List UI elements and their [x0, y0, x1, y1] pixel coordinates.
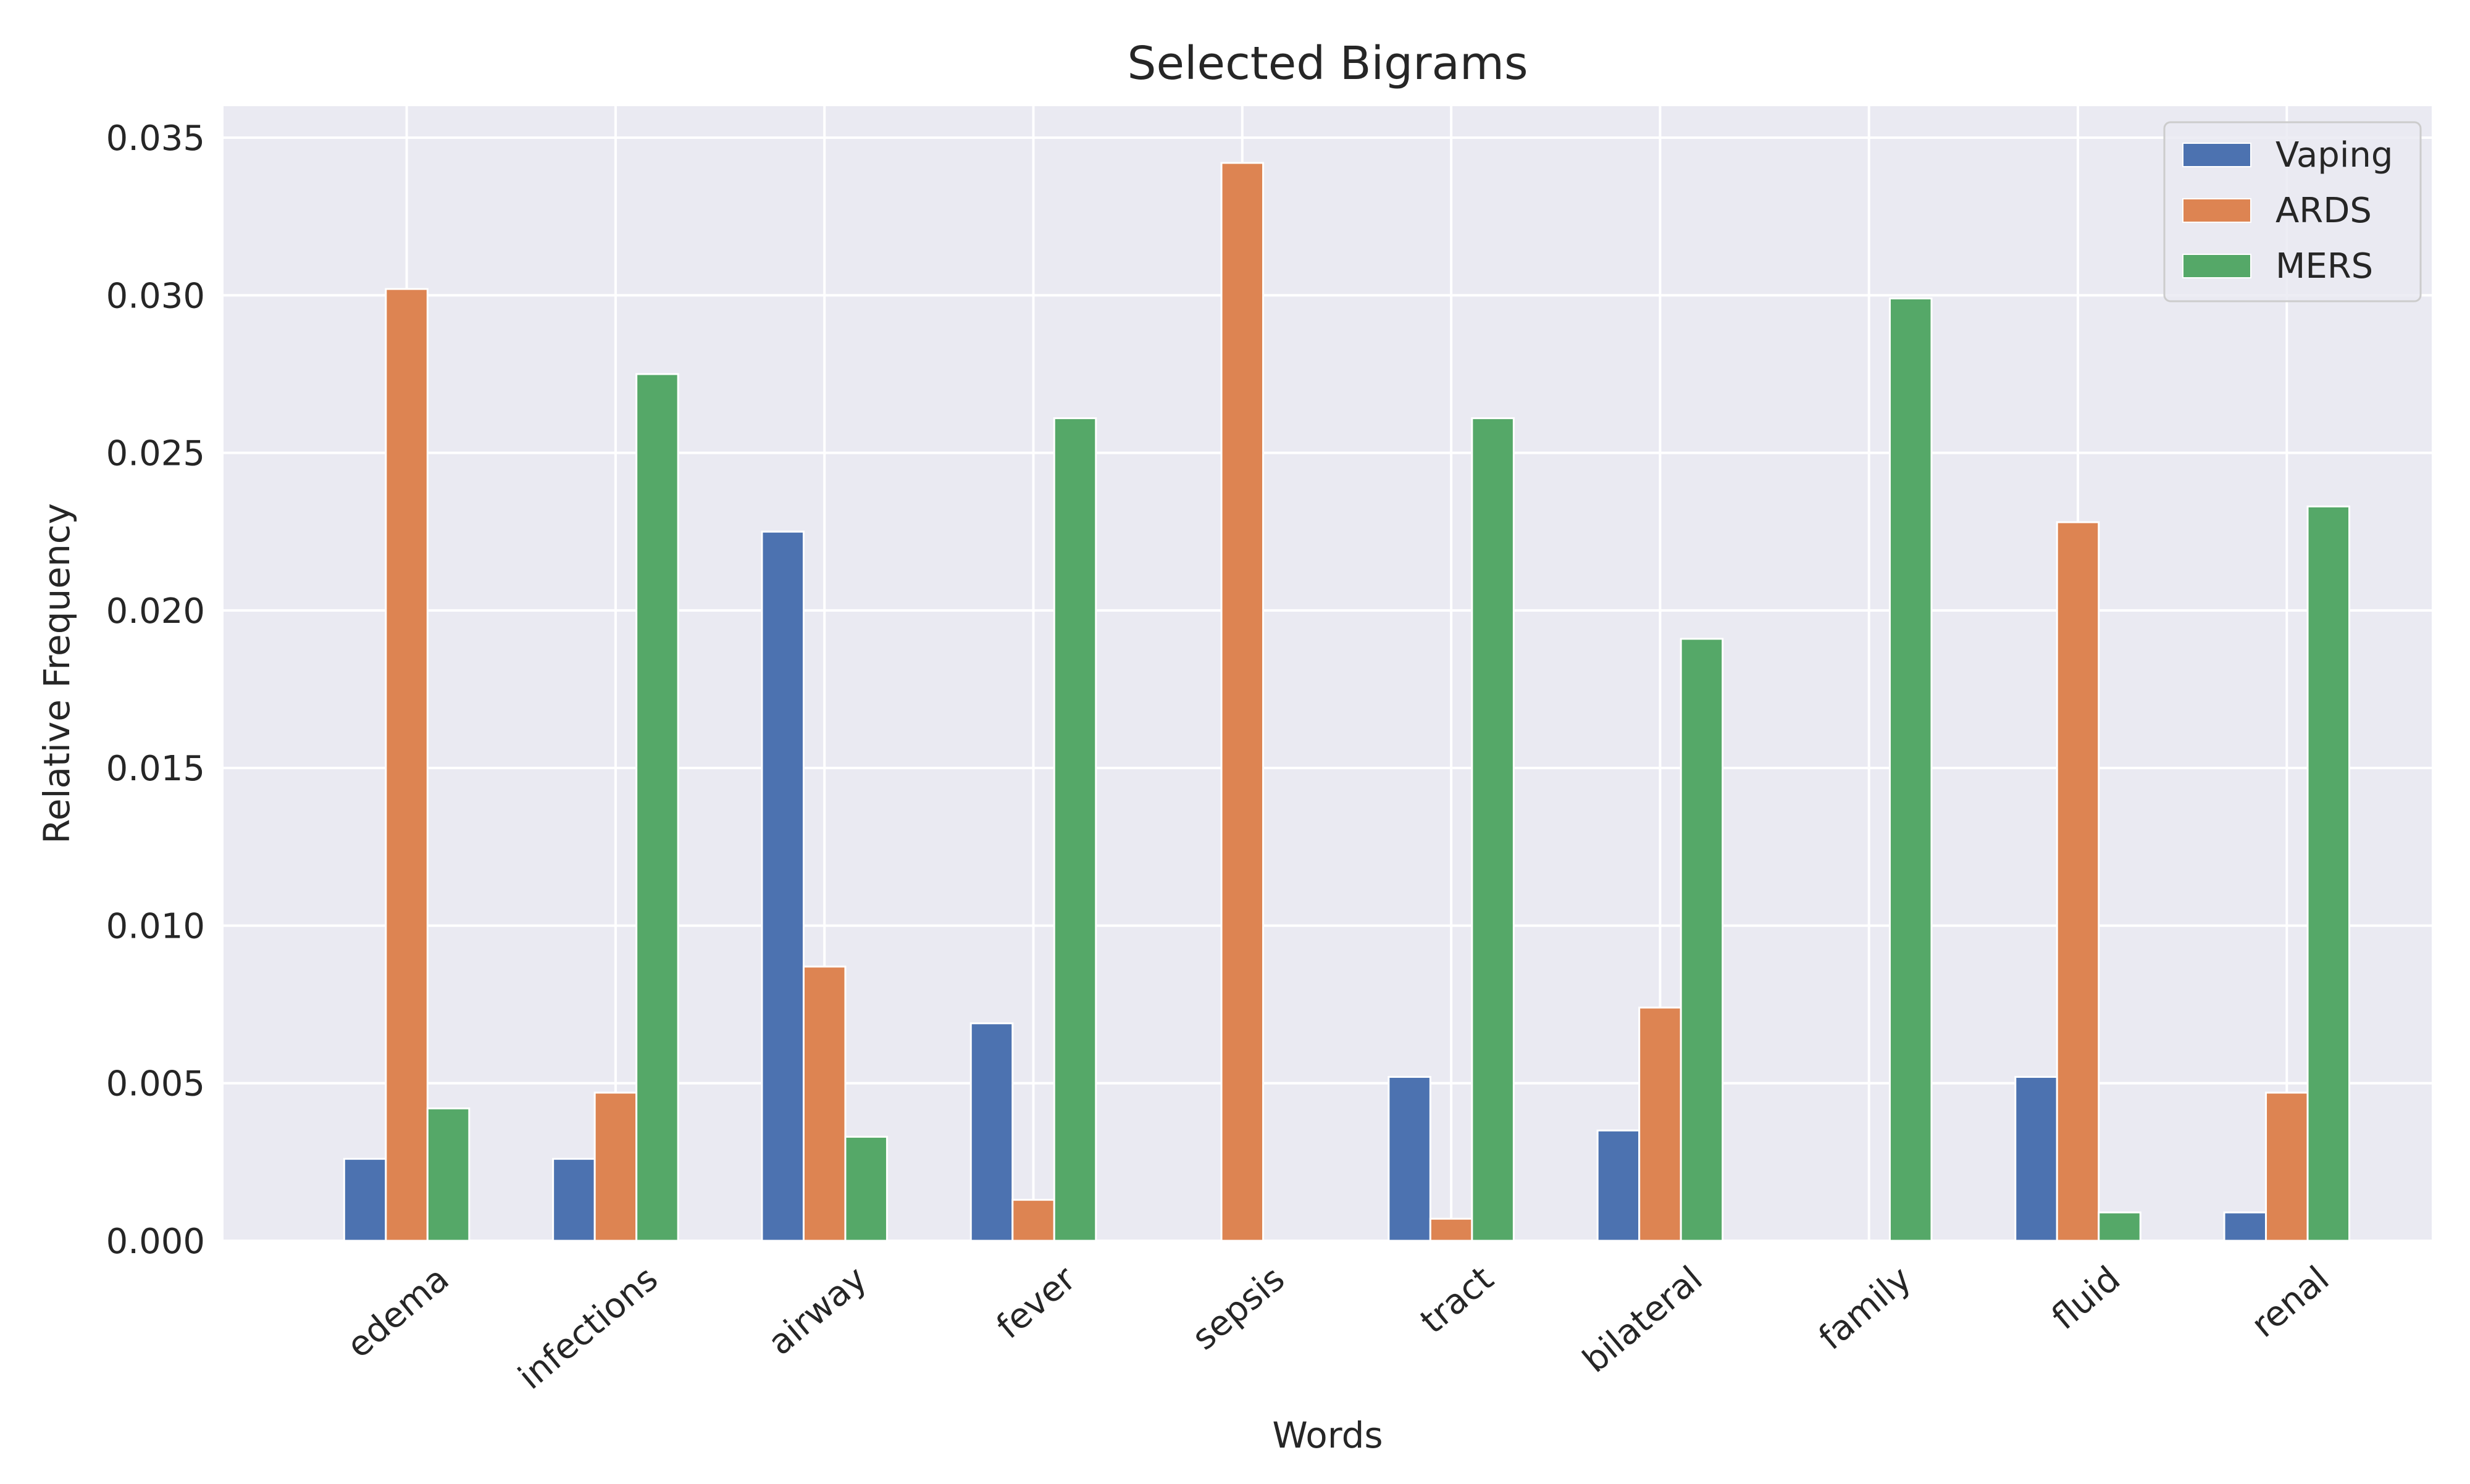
legend-label-ards: ARDS — [2275, 191, 2372, 231]
x-tick-label: bilateral — [1575, 1259, 1710, 1381]
bar-ards-renal — [2265, 1091, 2309, 1242]
bar-ards-fluid — [2056, 521, 2100, 1242]
bar-mers-fever — [1053, 417, 1097, 1242]
y-tick-label: 0.030 — [106, 276, 205, 316]
x-tick-label: edema — [340, 1259, 457, 1366]
x-tick-label: infections — [511, 1259, 665, 1398]
y-tick-label: 0.025 — [106, 434, 205, 474]
y-axis-tick-labels: 0.000 0.005 0.010 0.015 0.020 0.025 0.030 0.035 — [106, 119, 205, 1262]
bar-vaping-bilateral — [1596, 1129, 1641, 1242]
x-axis-tick-labels: edema infections airway fever sepsis tract bil… — [340, 1258, 2337, 1398]
bar-vaping-tract — [1388, 1076, 1431, 1242]
bar-mers-airway — [844, 1136, 888, 1242]
x-axis-label: Words — [1272, 1414, 1383, 1456]
bar-mers-family — [1888, 297, 1933, 1242]
plot-area — [224, 106, 2432, 1241]
bar-ards-infections — [593, 1091, 638, 1242]
legend-swatch-mers — [2182, 254, 2251, 278]
bar-ards-edema — [385, 288, 429, 1242]
y-tick-label: 0.005 — [106, 1064, 205, 1104]
bar-mers-renal — [2306, 505, 2351, 1242]
bar-ards-airway — [802, 965, 847, 1242]
chart-title: Selected Bigrams — [1127, 37, 1528, 90]
x-tick-label: fever — [989, 1258, 1084, 1346]
legend-label-vaping: Vaping — [2275, 135, 2393, 175]
legend-swatch-vaping — [2182, 143, 2251, 167]
bar-vaping-infections — [552, 1157, 596, 1242]
bar-ards-tract — [1429, 1217, 1473, 1242]
bar-ards-fever — [1011, 1199, 1055, 1242]
y-tick-label: 0.020 — [106, 591, 205, 632]
bars — [343, 162, 2351, 1242]
bar-mers-tract — [1471, 417, 1515, 1242]
bar-vaping-renal — [2223, 1211, 2267, 1242]
bar-vaping-fluid — [2014, 1076, 2058, 1242]
x-tick-label: sepsis — [1184, 1259, 1292, 1358]
bar-mers-bilateral — [1680, 638, 1724, 1242]
x-tick-label: tract — [1413, 1259, 1501, 1342]
bar-vaping-airway — [761, 530, 805, 1242]
bar-mers-infections — [635, 373, 679, 1242]
y-tick-label: 0.015 — [106, 749, 205, 789]
x-tick-label: airway — [761, 1259, 874, 1363]
x-tick-label: renal — [2244, 1259, 2337, 1346]
bar-ards-bilateral — [1638, 1006, 1682, 1242]
y-tick-label: 0.010 — [106, 906, 205, 946]
bar-vaping-edema — [343, 1157, 387, 1242]
x-tick-label: fluid — [2045, 1259, 2128, 1338]
x-tick-label: family — [1812, 1259, 1919, 1358]
y-tick-label: 0.035 — [106, 119, 205, 159]
y-axis-label: Relative Frequency — [36, 503, 78, 844]
bar-mers-fluid — [2098, 1211, 2141, 1242]
legend: Vaping ARDS MERS — [2163, 121, 2422, 302]
bar-vaping-fever — [969, 1022, 1014, 1242]
bar-ards-sepsis — [1220, 162, 1265, 1242]
legend-swatch-ards — [2182, 198, 2251, 223]
legend-label-mers: MERS — [2275, 246, 2373, 286]
y-tick-label: 0.000 — [106, 1222, 205, 1262]
bar-mers-edema — [426, 1107, 471, 1242]
